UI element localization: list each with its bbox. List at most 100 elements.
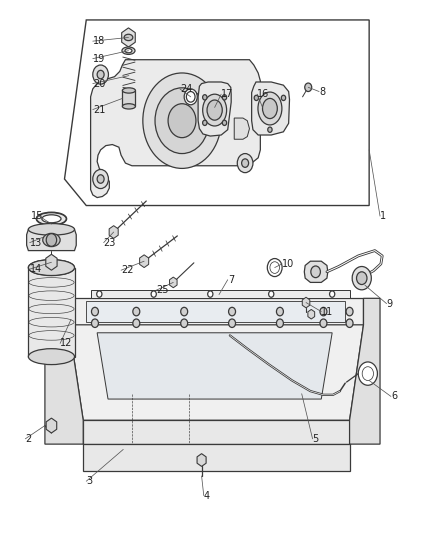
Circle shape [97,70,104,79]
Circle shape [357,272,367,285]
Text: 19: 19 [93,54,105,63]
Polygon shape [350,298,380,444]
Circle shape [181,308,187,316]
Text: 14: 14 [30,264,42,274]
Ellipse shape [311,266,321,278]
Circle shape [352,266,371,290]
Circle shape [93,65,109,84]
Polygon shape [170,277,177,288]
Polygon shape [197,454,206,466]
Polygon shape [69,325,364,420]
Circle shape [133,319,140,327]
Polygon shape [97,333,332,399]
Ellipse shape [125,49,132,53]
Circle shape [305,83,312,92]
Text: 5: 5 [313,434,319,444]
Text: 21: 21 [93,104,105,115]
Ellipse shape [122,47,135,54]
Text: 8: 8 [319,86,325,96]
Polygon shape [69,298,364,325]
Circle shape [155,88,209,154]
Text: 3: 3 [86,477,92,486]
Circle shape [254,95,258,101]
Ellipse shape [28,223,74,235]
Text: 24: 24 [180,84,192,94]
Circle shape [143,73,221,168]
Polygon shape [83,444,350,471]
Text: 23: 23 [104,238,116,248]
Circle shape [93,169,109,189]
Ellipse shape [28,260,74,276]
Ellipse shape [42,215,61,223]
Text: 22: 22 [121,265,134,275]
Circle shape [229,319,236,327]
Circle shape [237,154,253,173]
Circle shape [181,319,187,327]
Circle shape [168,104,196,138]
Circle shape [46,233,57,246]
Ellipse shape [184,89,197,105]
Polygon shape [234,118,250,139]
Circle shape [151,291,156,297]
Circle shape [203,95,207,100]
Ellipse shape [28,349,74,365]
Circle shape [320,319,327,327]
Polygon shape [252,82,290,135]
Circle shape [346,319,353,327]
Ellipse shape [122,104,135,109]
Ellipse shape [207,100,222,120]
Polygon shape [198,82,231,136]
Circle shape [276,319,283,327]
Circle shape [92,308,99,316]
Text: 15: 15 [31,211,43,221]
Text: 12: 12 [60,338,73,349]
Polygon shape [302,297,310,308]
Ellipse shape [43,233,60,247]
Text: 6: 6 [391,391,397,401]
Polygon shape [46,254,57,270]
Text: 7: 7 [228,274,234,285]
Text: 9: 9 [387,298,393,309]
Circle shape [97,175,104,183]
Text: 10: 10 [282,259,294,269]
Circle shape [223,95,227,100]
Text: 17: 17 [221,89,233,99]
Polygon shape [91,290,350,298]
Text: 4: 4 [204,490,210,500]
Text: 13: 13 [30,238,42,248]
Polygon shape [122,28,135,47]
Polygon shape [45,298,83,444]
Polygon shape [46,418,57,433]
Circle shape [268,127,272,132]
Text: 1: 1 [380,211,386,221]
Text: 20: 20 [93,78,105,88]
Text: 11: 11 [321,306,333,317]
Polygon shape [140,255,148,268]
Circle shape [276,308,283,316]
Polygon shape [27,229,76,251]
Polygon shape [86,301,345,322]
Ellipse shape [262,99,277,118]
Polygon shape [91,60,260,198]
Ellipse shape [122,88,135,93]
Circle shape [223,120,227,125]
Polygon shape [308,310,314,319]
Circle shape [320,308,327,316]
Text: 2: 2 [25,434,32,444]
Circle shape [346,308,353,316]
Circle shape [208,291,213,297]
Ellipse shape [28,260,74,276]
Circle shape [203,120,207,125]
Polygon shape [64,20,369,206]
Bar [122,91,135,107]
Ellipse shape [203,94,226,126]
Text: 18: 18 [93,36,105,46]
Polygon shape [304,261,328,282]
Circle shape [358,362,378,385]
Ellipse shape [124,34,133,41]
Polygon shape [109,225,118,238]
Circle shape [92,319,99,327]
Circle shape [133,308,140,316]
Polygon shape [83,420,350,444]
Circle shape [281,95,286,101]
